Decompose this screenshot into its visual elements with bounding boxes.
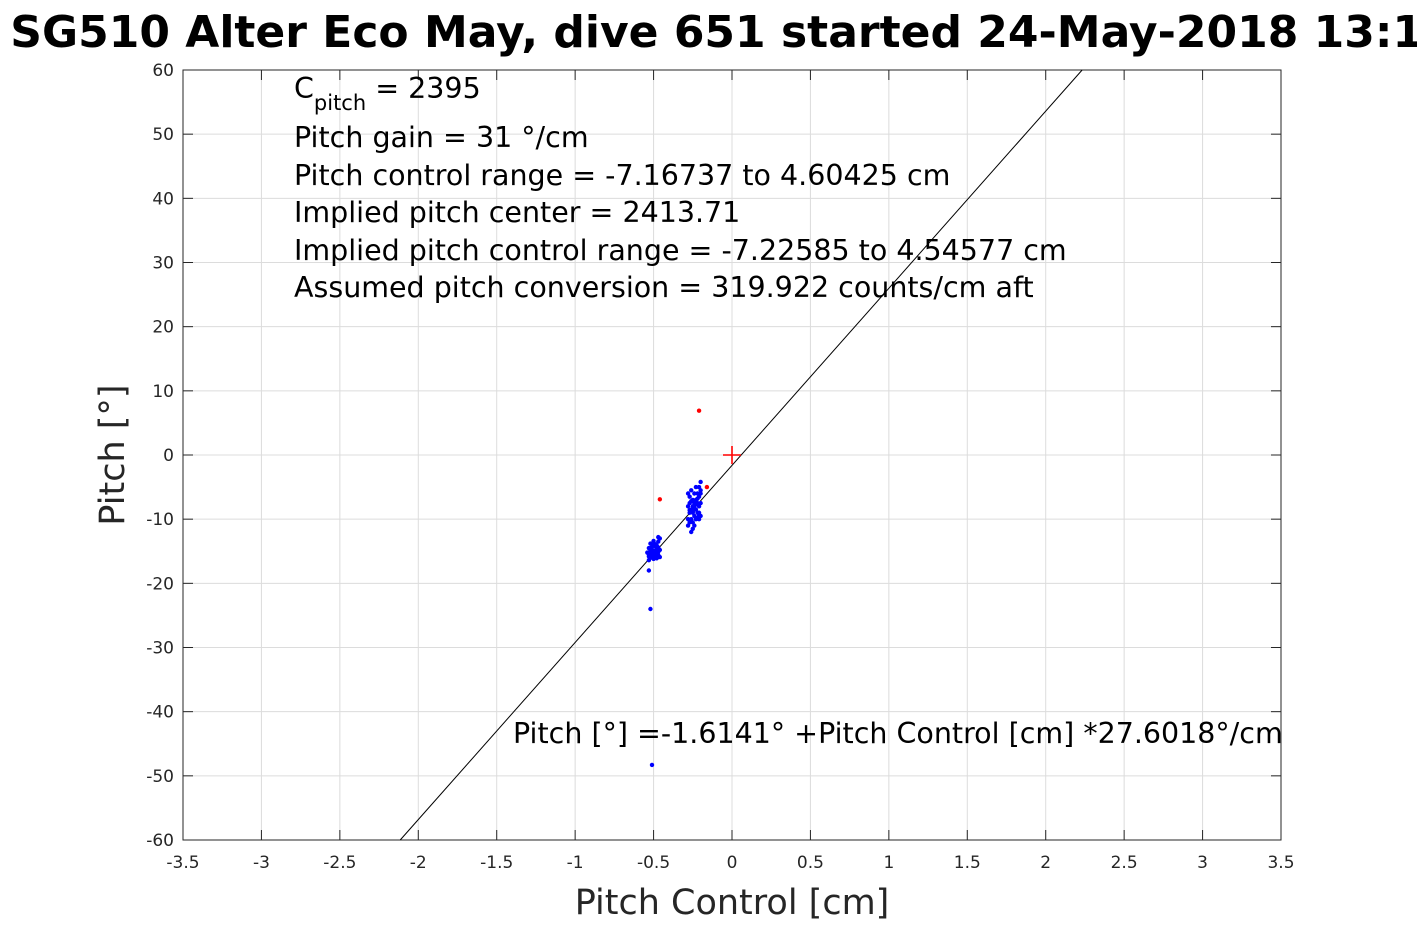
y-tick-label: 20 [152,318,174,338]
y-tick-label: -50 [146,767,174,787]
data-point [652,553,658,558]
data-point [698,488,703,493]
c-pitch-sub: pitch [314,91,366,115]
data-point [704,484,710,490]
annotation-line-2: Pitch control range = -7.16737 to 4.6042… [294,159,950,192]
x-tick-label: -2 [410,853,427,873]
x-tick-label: -3.5 [166,853,199,873]
data-point [648,606,653,612]
data-point [687,507,692,513]
x-tick-label: 1 [883,853,894,873]
y-tick-label: 10 [152,382,174,402]
x-tick-label: -0.5 [637,853,670,873]
x-tick-label: -1.5 [480,853,513,873]
annotation-line-1: Pitch gain = 31 °/cm [294,121,589,154]
annotation-line-4: Implied pitch control range = -7.22585 t… [294,234,1067,267]
c-pitch-main: C [294,72,314,105]
data-point [657,554,663,560]
data-point [657,497,663,502]
center-marker [723,446,741,464]
data-point [696,513,702,518]
y-tick-label: -10 [146,510,174,530]
y-tick-label: 0 [163,446,174,466]
data-point [648,546,653,551]
y-tick-label: -60 [146,831,174,851]
x-tick-label: -2.5 [323,853,356,873]
c-pitch-annotation: Cpitch = 2395 [294,72,481,115]
data-point [689,488,694,493]
y-tick-label: 60 [152,61,174,81]
annotation-line-3: Implied pitch center = 2413.71 [294,196,740,229]
x-tick-label: 3 [1197,853,1208,873]
data-point [692,523,697,528]
data-points [645,408,710,768]
data-point [698,491,703,496]
fit-line [399,69,1083,841]
data-point [693,502,699,507]
x-tick-label: -1 [567,853,584,873]
axis-ticks: -3.5 -3 -2.5 -2 -1.5 -1 -0.5 0 0.5 1 1.5 2 2.5 3 3.5 -6… [146,61,1294,873]
y-tick-label: 40 [152,189,174,209]
x-tick-label: 3.5 [1267,853,1294,873]
fit-equation: Pitch [°] =-1.6141° +Pitch Control [cm] … [513,717,1283,750]
x-tick-label: 2 [1040,853,1051,873]
data-point [646,568,652,573]
y-axis-label: Pitch [°] [93,384,133,525]
annotation-line-5: Assumed pitch conversion = 319.922 count… [294,271,1034,304]
data-point [687,494,692,499]
data-point [654,543,659,548]
x-tick-label: 2.5 [1111,853,1138,873]
x-tick-label: 0 [727,853,738,873]
data-point [698,479,703,485]
data-point [693,484,699,490]
x-tick-label: -3 [253,853,270,873]
data-point [649,762,655,768]
data-point [692,491,697,496]
y-tick-label: 30 [152,254,174,274]
data-point [696,408,702,413]
c-pitch-value: = 2395 [366,72,481,105]
data-point [656,534,661,540]
chart-title: SG510 Alter Eco May, dive 651 started 24… [10,7,1417,58]
fit-line-group [399,69,1083,841]
x-tick-label: 1.5 [954,853,981,873]
data-point [698,500,703,506]
y-tick-label: -20 [146,574,174,594]
y-tick-label: -30 [146,639,174,659]
data-point [646,558,652,563]
x-tick-label: 0.5 [797,853,824,873]
x-axis-label: Pitch Control [cm] [575,883,890,923]
data-point [689,499,694,504]
data-point [645,550,650,555]
data-point [651,538,656,544]
y-tick-label: 50 [152,125,174,145]
data-point [695,496,700,501]
plot-frame [182,69,1282,841]
y-tick-label: -40 [146,703,174,723]
